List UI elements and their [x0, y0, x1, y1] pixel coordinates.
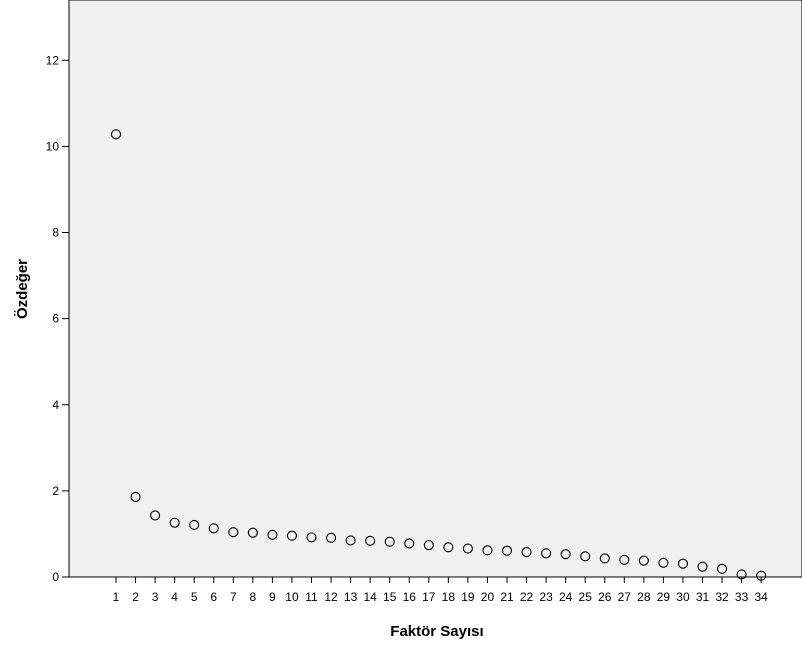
- plot-area: [68, 0, 802, 578]
- y-tick-label: 2: [52, 484, 59, 498]
- data-point: [638, 555, 649, 566]
- x-tick-label: 24: [559, 590, 573, 604]
- x-tick-label: 8: [250, 590, 257, 604]
- x-tick-label: 6: [210, 590, 217, 604]
- data-point: [560, 549, 571, 560]
- data-point: [521, 546, 532, 558]
- data-point: [501, 545, 513, 556]
- x-tick-label: 15: [383, 590, 397, 604]
- x-tick-label: 10: [285, 590, 299, 604]
- x-tick-label: 25: [579, 590, 593, 604]
- x-tick-label: 29: [657, 590, 671, 604]
- y-tick-label: 12: [46, 53, 60, 67]
- data-point: [443, 542, 454, 553]
- x-axis-ticks: 1 2 3 4 5 6 7 8 9 10 11 12 13 14 15 16 17 18 19 20 21 22 23 24 2…: [113, 577, 768, 604]
- data-point: [599, 553, 610, 564]
- x-tick-label: 22: [520, 590, 534, 604]
- y-axis-title: Özdeğer: [14, 259, 31, 319]
- x-tick-label: 27: [618, 590, 632, 604]
- data-point: [462, 543, 473, 554]
- x-tick-label: 1: [113, 590, 120, 604]
- x-axis-title: Faktör Sayısı: [390, 623, 483, 640]
- x-tick-label: 13: [344, 590, 358, 604]
- data-point: [756, 570, 767, 581]
- data-point: [580, 551, 591, 562]
- x-tick-label: 14: [363, 590, 377, 604]
- data-point: [619, 554, 630, 565]
- x-tick-label: 30: [676, 590, 690, 604]
- data-point: [541, 548, 552, 559]
- x-tick-label: 26: [598, 590, 612, 604]
- y-tick-label: 8: [52, 226, 59, 240]
- x-tick-label: 17: [422, 590, 436, 604]
- data-point: [110, 129, 122, 140]
- data-point: [208, 523, 219, 534]
- x-tick-label: 5: [191, 590, 198, 604]
- data-point: [189, 519, 200, 530]
- x-tick-label: 21: [500, 590, 514, 604]
- x-tick-label: 34: [754, 590, 768, 604]
- data-point: [150, 510, 161, 521]
- x-tick-label: 9: [269, 590, 276, 604]
- x-tick-label: 20: [481, 590, 495, 604]
- x-tick-label: 3: [152, 590, 159, 604]
- data-point: [736, 569, 747, 580]
- data-point: [365, 535, 376, 546]
- data-point: [169, 517, 180, 528]
- x-tick-label: 16: [403, 590, 417, 604]
- data-point: [267, 529, 278, 540]
- x-tick-label: 18: [442, 590, 456, 604]
- data-point: [677, 558, 689, 569]
- x-tick-label: 28: [637, 590, 651, 604]
- data-point: [286, 530, 298, 541]
- data-point: [423, 540, 434, 551]
- data-point: [325, 532, 337, 543]
- x-tick-label: 31: [696, 590, 710, 604]
- data-point: [130, 491, 141, 502]
- x-tick-label: 7: [230, 590, 237, 604]
- x-tick-label: 2: [132, 590, 139, 604]
- data-point: [306, 532, 317, 543]
- data-point: [482, 545, 493, 556]
- x-tick-label: 11: [305, 590, 318, 604]
- data-point: [384, 536, 395, 547]
- x-tick-label: 12: [324, 590, 338, 604]
- x-tick-label: 19: [461, 590, 475, 604]
- data-point: [228, 527, 239, 538]
- x-tick-label: 33: [735, 590, 749, 604]
- x-tick-label: 4: [171, 590, 178, 604]
- y-tick-label: 10: [46, 139, 60, 153]
- data-point: [247, 527, 258, 538]
- data-point: [404, 538, 415, 549]
- y-tick-label: 0: [52, 570, 59, 584]
- data-points: [110, 129, 767, 581]
- data-point: [345, 535, 356, 546]
- y-tick-label: 4: [52, 398, 59, 412]
- data-point: [658, 557, 669, 568]
- data-point: [716, 563, 728, 574]
- x-tick-label: 32: [715, 590, 729, 604]
- y-tick-label: 6: [52, 312, 59, 326]
- data-point: [697, 561, 708, 572]
- x-tick-label: 23: [539, 590, 553, 604]
- y-axis-ticks: 0 2 4 6 8 10 12: [46, 53, 69, 584]
